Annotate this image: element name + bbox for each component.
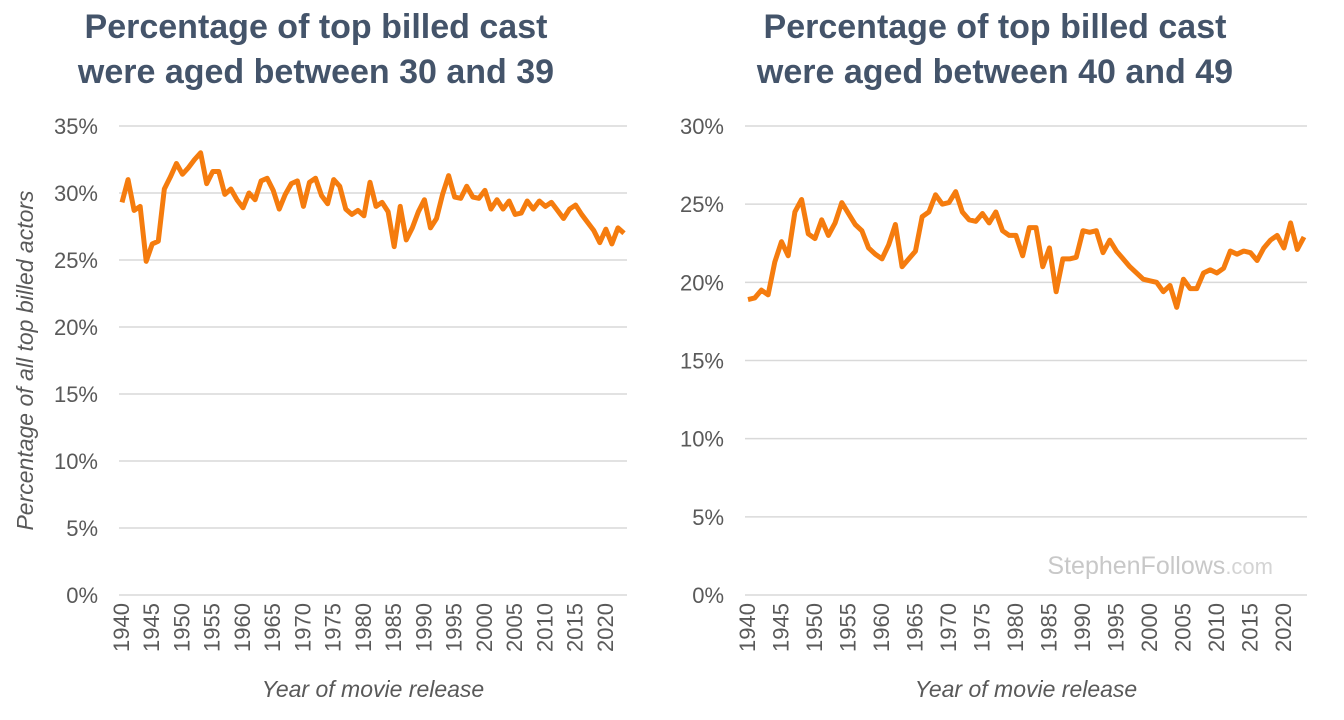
x-tick-label: 1975 xyxy=(969,603,994,652)
x-tick-label: 1950 xyxy=(169,603,194,652)
x-tick-label: 1970 xyxy=(936,603,961,652)
x-tick-label: 1975 xyxy=(321,603,346,652)
chart-title: Percentage of top billed cast xyxy=(764,8,1227,46)
x-tick-label: 2000 xyxy=(472,603,497,652)
y-tick-label: 30% xyxy=(680,114,724,139)
y-tick-label: 0% xyxy=(692,583,724,608)
x-tick-label: 2010 xyxy=(532,603,557,652)
x-tick-label: 1945 xyxy=(768,603,793,652)
x-tick-label: 1980 xyxy=(1003,603,1028,652)
y-tick-label: 20% xyxy=(680,270,724,295)
x-tick-label: 2000 xyxy=(1137,603,1162,652)
x-tick-label: 1955 xyxy=(835,603,860,652)
chart-title: Percentage of top billed cast xyxy=(85,8,548,46)
x-tick-label: 2010 xyxy=(1204,603,1229,652)
x-tick-label: 1990 xyxy=(411,603,436,652)
x-tick-label: 1945 xyxy=(139,603,164,652)
y-tick-label: 5% xyxy=(692,505,724,530)
watermark-name: StephenFollows xyxy=(1047,552,1225,580)
x-tick-label: 2015 xyxy=(1237,603,1262,652)
x-axis-title: Year of movie release xyxy=(262,676,484,702)
x-tick-label: 1965 xyxy=(902,603,927,652)
x-tick-label: 1995 xyxy=(1103,603,1128,652)
x-tick-label: 2020 xyxy=(1271,603,1296,652)
x-tick-label: 1940 xyxy=(735,603,760,652)
y-tick-label: 25% xyxy=(680,192,724,217)
y-tick-label: 30% xyxy=(54,181,98,206)
x-tick-label: 1960 xyxy=(230,603,255,652)
x-axis-title: Year of movie release xyxy=(915,676,1137,702)
x-tick-label: 1950 xyxy=(802,603,827,652)
x-tick-label: 1990 xyxy=(1070,603,1095,652)
x-tick-label: 2005 xyxy=(502,603,527,652)
x-tick-label: 1980 xyxy=(351,603,376,652)
y-tick-label: 20% xyxy=(54,315,98,340)
y-tick-label: 15% xyxy=(680,349,724,374)
y-tick-label: 10% xyxy=(680,427,724,452)
x-tick-label: 2015 xyxy=(563,603,588,652)
chart-title: were aged between 30 and 39 xyxy=(77,53,554,91)
x-tick-label: 1995 xyxy=(442,603,467,652)
x-tick-label: 1985 xyxy=(1036,603,1061,652)
chart-title: were aged between 40 and 49 xyxy=(756,53,1233,91)
y-axis-title: Percentage of all top billed actors xyxy=(12,190,38,531)
y-tick-label: 10% xyxy=(54,449,98,474)
y-tick-label: 0% xyxy=(66,583,98,608)
y-tick-label: 15% xyxy=(54,382,98,407)
x-tick-label: 1960 xyxy=(869,603,894,652)
x-tick-label: 1985 xyxy=(381,603,406,652)
x-tick-label: 1940 xyxy=(109,603,134,652)
x-tick-label: 1970 xyxy=(290,603,315,652)
y-tick-label: 25% xyxy=(54,248,98,273)
data-line xyxy=(119,150,626,264)
y-tick-label: 5% xyxy=(66,516,98,541)
x-tick-label: 1955 xyxy=(200,603,225,652)
x-tick-label: 1965 xyxy=(260,603,285,652)
watermark: StephenFollows.com xyxy=(1047,552,1273,580)
x-tick-label: 2005 xyxy=(1170,603,1195,652)
x-tick-label: 2020 xyxy=(593,603,618,652)
watermark-suffix: .com xyxy=(1225,554,1273,579)
y-tick-label: 35% xyxy=(54,114,98,139)
data-line xyxy=(747,189,1307,310)
